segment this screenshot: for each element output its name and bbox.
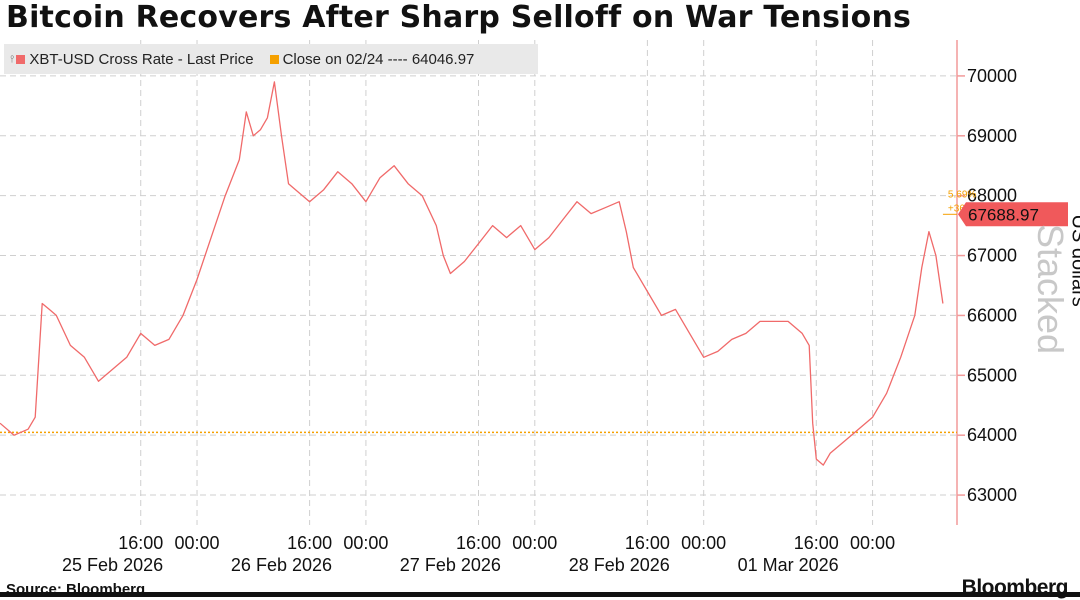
- legend-label-series: XBT-USD Cross Rate - Last Price: [29, 51, 253, 68]
- x-tick-label: 16:00: [794, 533, 839, 553]
- x-day-label: 01 Mar 2026: [738, 555, 839, 575]
- annotation-pct: 5.69%: [948, 189, 976, 200]
- x-tick-label: 00:00: [850, 533, 895, 553]
- x-tick-label: 00:00: [512, 533, 557, 553]
- y-tick-label: 69000: [967, 126, 1017, 146]
- x-tick-label: 16:00: [118, 533, 163, 553]
- x-day-label: 25 Feb 2026: [62, 555, 163, 575]
- x-day-label: 27 Feb 2026: [400, 555, 501, 575]
- last-price-value: 67688.97: [968, 205, 1039, 224]
- legend-swatch-series: [16, 55, 25, 64]
- y-tick-label: 67000: [967, 246, 1017, 266]
- x-tick-label: 16:00: [456, 533, 501, 553]
- y-tick-label: 70000: [967, 66, 1017, 86]
- legend-swatch-close: [270, 55, 279, 64]
- watermark: Stacked: [1029, 224, 1071, 354]
- y-tick-label: 66000: [967, 305, 1017, 325]
- y-tick-label: 65000: [967, 365, 1017, 385]
- y-tick-label: 64000: [967, 425, 1017, 445]
- bottom-bar: [0, 592, 1080, 597]
- x-tick-label: 16:00: [625, 533, 670, 553]
- x-tick-label: 16:00: [287, 533, 332, 553]
- x-tick-label: 00:00: [681, 533, 726, 553]
- x-day-label: 28 Feb 2026: [569, 555, 670, 575]
- y-axis-label: US dollars: [1067, 215, 1080, 275]
- x-tick-label: 00:00: [343, 533, 388, 553]
- pin-icon: ⫯: [10, 54, 14, 65]
- gridlines: [0, 40, 957, 525]
- series-line-xbt-usd: [0, 82, 943, 465]
- legend: ⫯ XBT-USD Cross Rate - Last Price Close …: [4, 44, 538, 74]
- x-tick-label: 00:00: [175, 533, 220, 553]
- x-day-label: 26 Feb 2026: [231, 555, 332, 575]
- legend-item-series: ⫯ XBT-USD Cross Rate - Last Price: [10, 51, 254, 68]
- y-tick-label: 63000: [967, 485, 1017, 505]
- last-price-badge: 67688.97: [958, 202, 1068, 226]
- x-axis: 16:00 00:00 16:00 00:00 16:00 00:00 16:00 00:00…: [62, 533, 895, 575]
- legend-label-close: Close on 02/24 ---- 64046.97: [283, 51, 475, 68]
- legend-item-close: Close on 02/24 ---- 64046.97: [270, 51, 475, 68]
